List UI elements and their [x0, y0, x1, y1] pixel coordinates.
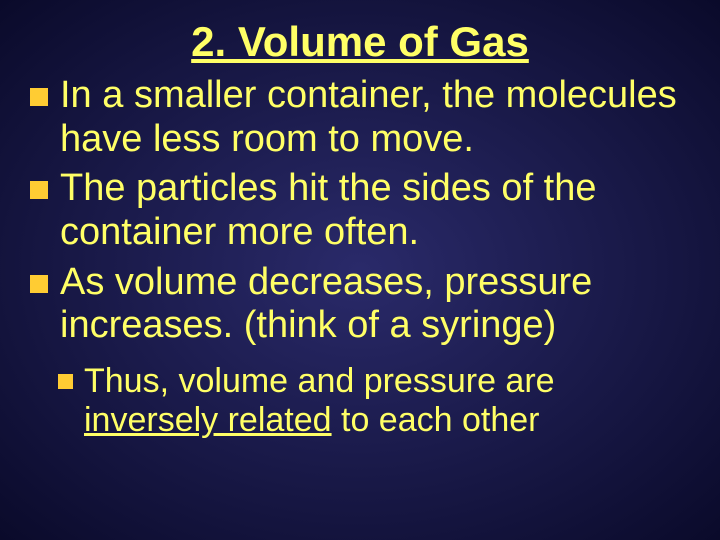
bullet-item: As volume decreases, pressure increases.… [30, 261, 690, 348]
slide-title: 2. Volume of Gas [30, 18, 690, 66]
bullet-list: In a smaller container, the molecules ha… [30, 74, 690, 348]
bullet-item: The particles hit the sides of the conta… [30, 167, 690, 254]
sub-bullet-underlined: inversely related [84, 401, 332, 439]
sub-bullet-prefix: Thus, volume and pressure are [84, 362, 555, 400]
sub-bullet-list: Thus, volume and pressure are inversely … [58, 362, 690, 440]
bullet-item: In a smaller container, the molecules ha… [30, 74, 690, 161]
sub-bullet-suffix: to each other [332, 401, 540, 439]
sub-bullet-item: Thus, volume and pressure are inversely … [58, 362, 690, 440]
